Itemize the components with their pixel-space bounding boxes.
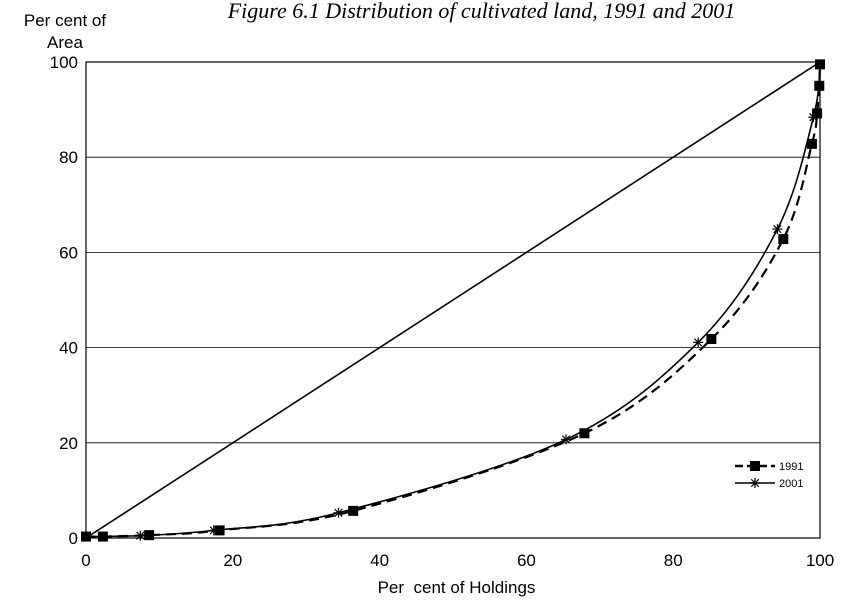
y-axis-label-line-2: Area — [47, 33, 83, 52]
x-axis-label: Per cent of Holdings — [377, 578, 536, 597]
y-tick-label: 0 — [69, 529, 78, 548]
y-tick-label: 60 — [59, 243, 78, 262]
y-tick-label: 20 — [59, 434, 78, 453]
data-point-2001 — [135, 530, 146, 541]
x-tick-label: 40 — [370, 551, 389, 570]
data-point-1991 — [348, 505, 359, 516]
data-point-2001 — [333, 507, 344, 518]
x-tick-label: 80 — [664, 551, 683, 570]
legend-marker-1991 — [750, 461, 760, 471]
data-point-2001 — [208, 525, 219, 536]
equality-line — [85, 61, 821, 539]
data-point-1991 — [706, 334, 717, 345]
data-point-1991 — [579, 428, 590, 439]
x-tick-label: 100 — [806, 551, 834, 570]
data-point-2001 — [808, 112, 819, 123]
x-tick-label: 20 — [223, 551, 242, 570]
y-axis-label: Per cent of Area — [10, 10, 120, 54]
legend-label-1991: 1991 — [779, 461, 803, 473]
data-point-2001 — [693, 337, 704, 348]
y-axis-label-line-1: Per cent of — [23, 11, 107, 30]
data-point-1991 — [806, 138, 817, 149]
data-point-2001 — [772, 224, 783, 235]
y-tick-label: 80 — [59, 148, 78, 167]
x-tick-label: 60 — [517, 551, 536, 570]
legend-label-2001: 2001 — [779, 478, 803, 490]
y-tick-label: 40 — [59, 339, 78, 358]
y-tick-label: 100 — [50, 53, 78, 72]
chart-title: Figure 6.1 Distribution of cultivated la… — [227, 0, 736, 23]
data-point-1991 — [778, 234, 789, 245]
plot-frame — [85, 61, 821, 539]
legend-marker-2001 — [750, 478, 760, 488]
x-tick-label: 0 — [81, 551, 90, 570]
data-point-2001 — [561, 434, 572, 445]
